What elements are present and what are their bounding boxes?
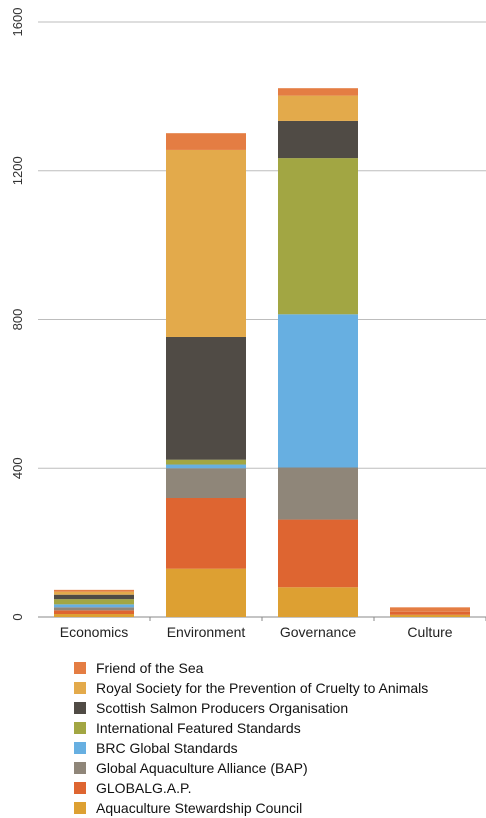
bar-segment [54, 607, 134, 611]
legend-label: BRC Global Standards [96, 740, 238, 756]
x-tick-label: Economics [60, 624, 128, 640]
bar-segment [390, 607, 470, 612]
legend-item: Scottish Salmon Producers Organisation [74, 698, 486, 718]
legend-label: GLOBALG.A.P. [96, 780, 192, 796]
legend-item: Global Aquaculture Alliance (BAP) [74, 758, 486, 778]
legend-item: BRC Global Standards [74, 738, 486, 758]
bar-segment [54, 591, 134, 595]
legend-label: Royal Society for the Prevention of Crue… [96, 680, 429, 696]
legend-item: International Featured Standards [74, 718, 486, 738]
legend-swatch [74, 742, 86, 754]
legend-item: Aquaculture Stewardship Council [74, 798, 486, 818]
bar-segment [54, 614, 134, 617]
legend-swatch [74, 762, 86, 774]
x-tick-label: Environment [167, 624, 246, 640]
bar-segment [278, 467, 358, 520]
bar-segment [278, 587, 358, 617]
legend-swatch [74, 722, 86, 734]
bar-segment [166, 133, 246, 150]
axes: 0 400 800 1200 1600 Economics Environment Gover… [10, 8, 486, 640]
y-tick-label: 0 [10, 613, 25, 620]
bar-segment [390, 611, 470, 615]
bar-segment [54, 589, 134, 592]
legend: Friend of the Sea Royal Society for the P… [74, 658, 486, 818]
bar-segment [166, 568, 246, 617]
bar-segment [166, 149, 246, 337]
legend-label: Aquaculture Stewardship Council [96, 800, 303, 816]
legend-item: Royal Society for the Prevention of Crue… [74, 678, 486, 698]
bar-segment [166, 464, 246, 469]
legend-swatch [74, 802, 86, 814]
x-tick-label: Culture [407, 624, 452, 640]
legend-label: International Featured Standards [96, 720, 301, 736]
bars [54, 88, 470, 617]
bar-segment [54, 599, 134, 605]
bar-segment [166, 459, 246, 465]
bar-segment [278, 158, 358, 315]
bar-segment [278, 120, 358, 159]
bar-segment [166, 336, 246, 460]
legend-item: GLOBALG.A.P. [74, 778, 486, 798]
bar-segment [390, 614, 470, 617]
bar-segment [166, 498, 246, 569]
legend-label: Global Aquaculture Alliance (BAP) [96, 760, 308, 776]
legend-label: Friend of the Sea [96, 660, 204, 676]
gridlines [38, 21, 486, 618]
legend-item: Friend of the Sea [74, 658, 486, 678]
legend-swatch [74, 702, 86, 714]
legend-swatch [74, 662, 86, 674]
bar-segment [54, 594, 134, 600]
bar-segment [278, 88, 358, 96]
bar-segment [166, 468, 246, 498]
y-tick-label: 1600 [10, 8, 25, 37]
bar-segment [278, 95, 358, 121]
x-tick-label: Governance [280, 624, 356, 640]
legend-swatch [74, 682, 86, 694]
bar-segment [278, 519, 358, 588]
bar-segment [54, 604, 134, 608]
y-tick-label: 1200 [10, 156, 25, 185]
legend-swatch [74, 782, 86, 794]
bar-segment [54, 610, 134, 615]
stacked-bar-chart: 0 400 800 1200 1600 Economics Environment Gover… [10, 8, 486, 640]
bar-segment [278, 314, 358, 468]
y-tick-label: 800 [10, 309, 25, 331]
legend-label: Scottish Salmon Producers Organisation [96, 700, 349, 716]
y-tick-label: 400 [10, 457, 25, 479]
